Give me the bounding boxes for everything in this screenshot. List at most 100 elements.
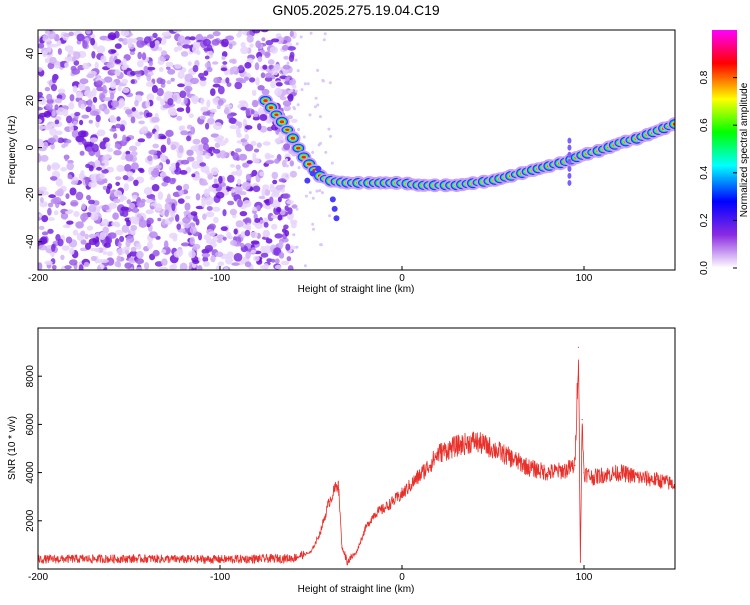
noise-speckle bbox=[56, 39, 62, 47]
snr-data-point bbox=[577, 346, 580, 348]
noise-speckle bbox=[251, 89, 257, 97]
noise-speckle bbox=[205, 201, 211, 206]
noise-speckle bbox=[240, 42, 246, 48]
noise-speckle bbox=[318, 189, 322, 193]
noise-speckle bbox=[213, 122, 223, 131]
noise-speckle bbox=[80, 239, 87, 245]
noise-speckle bbox=[282, 193, 291, 199]
noise-speckle bbox=[151, 184, 160, 192]
noise-speckle bbox=[75, 221, 84, 229]
noise-speckle bbox=[200, 97, 205, 105]
noise-speckle bbox=[108, 202, 117, 209]
noise-speckle bbox=[260, 252, 269, 258]
colorbar-tick-label: 0.0 bbox=[699, 261, 710, 275]
noise-speckle bbox=[265, 238, 273, 244]
noise-speckle bbox=[178, 145, 184, 153]
snr-y-tick-label: 6000 bbox=[25, 413, 36, 436]
spectrogram-y-tick-label: 20 bbox=[25, 95, 36, 107]
noise-speckle bbox=[283, 105, 291, 112]
noise-speckle bbox=[129, 51, 135, 55]
noise-speckle bbox=[137, 138, 146, 143]
noise-speckle bbox=[186, 87, 191, 96]
noise-speckle bbox=[213, 77, 221, 84]
noise-speckle bbox=[88, 119, 94, 124]
noise-speckle bbox=[205, 211, 215, 218]
noise-speckle bbox=[274, 87, 283, 97]
noise-speckle bbox=[107, 183, 113, 190]
noise-speckle bbox=[61, 143, 66, 149]
snr-data-point bbox=[656, 479, 658, 481]
noise-speckle bbox=[146, 217, 154, 225]
noise-speckle bbox=[42, 141, 49, 149]
noise-speckle bbox=[86, 73, 95, 79]
noise-speckle bbox=[148, 60, 153, 67]
noise-speckle bbox=[102, 137, 110, 143]
noise-speckle bbox=[260, 245, 265, 254]
ridge-mark bbox=[296, 146, 301, 150]
snr-data-point bbox=[110, 558, 112, 560]
noise-speckle bbox=[47, 62, 55, 70]
noise-speckle bbox=[49, 128, 57, 136]
noise-speckle bbox=[257, 56, 263, 63]
noise-speckle bbox=[68, 102, 75, 110]
noise-speckle bbox=[311, 196, 315, 200]
noise-speckle bbox=[242, 200, 252, 208]
noise-speckle bbox=[85, 146, 94, 152]
noise-speckle bbox=[297, 166, 301, 170]
noise-speckle bbox=[64, 45, 74, 52]
noise-speckle bbox=[233, 252, 243, 262]
snr-data-point bbox=[474, 440, 476, 442]
noise-speckle bbox=[296, 69, 300, 73]
noise-speckle bbox=[126, 219, 131, 227]
noise-speckle bbox=[136, 250, 144, 259]
noise-speckle bbox=[139, 111, 144, 116]
noise-speckle bbox=[70, 199, 79, 207]
noise-speckle bbox=[281, 260, 290, 266]
ridge-mark bbox=[333, 215, 340, 222]
noise-speckle bbox=[262, 141, 271, 146]
noise-speckle bbox=[207, 117, 215, 125]
noise-speckle bbox=[287, 265, 294, 270]
noise-speckle bbox=[95, 80, 103, 87]
noise-speckle bbox=[141, 52, 147, 61]
noise-speckle bbox=[266, 258, 273, 263]
noise-speckle bbox=[190, 95, 199, 102]
noise-speckle bbox=[244, 261, 252, 268]
noise-speckle bbox=[238, 30, 243, 36]
noise-speckle bbox=[114, 59, 121, 64]
spectrogram-x-label: Height of straight line (km) bbox=[298, 284, 415, 295]
spectrogram-x-tick-label: -200 bbox=[28, 273, 48, 284]
noise-speckle bbox=[287, 93, 294, 102]
noise-speckle bbox=[250, 240, 260, 245]
noise-speckle bbox=[49, 43, 58, 48]
colorbar-tick-label: 0.2 bbox=[699, 213, 710, 227]
noise-speckle bbox=[328, 81, 332, 85]
noise-speckle bbox=[89, 137, 99, 143]
noise-speckle bbox=[180, 51, 189, 57]
snr-data-point bbox=[365, 527, 367, 529]
noise-speckle bbox=[110, 49, 117, 54]
noise-speckle bbox=[240, 191, 247, 196]
noise-speckle bbox=[282, 159, 287, 168]
snr-x-tick-label: -200 bbox=[28, 572, 48, 583]
noise-speckle bbox=[297, 128, 301, 131]
noise-speckle bbox=[136, 36, 144, 41]
noise-speckle bbox=[145, 100, 150, 109]
noise-speckle bbox=[82, 62, 90, 70]
noise-speckle bbox=[205, 170, 211, 176]
noise-speckle bbox=[113, 190, 123, 198]
noise-speckle bbox=[40, 154, 49, 162]
spectrogram-y-label: Frequency (Hz) bbox=[7, 116, 18, 185]
noise-speckle bbox=[113, 198, 121, 204]
noise-speckle bbox=[151, 85, 158, 93]
noise-speckle bbox=[265, 40, 274, 46]
noise-speckle bbox=[216, 104, 221, 110]
noise-speckle bbox=[249, 43, 254, 48]
noise-speckle bbox=[239, 211, 248, 217]
noise-speckle bbox=[151, 116, 160, 123]
noise-speckle bbox=[107, 147, 114, 153]
noise-speckle bbox=[184, 202, 191, 211]
snr-data-point bbox=[574, 464, 576, 466]
noise-speckle bbox=[199, 162, 207, 167]
noise-speckle bbox=[131, 194, 138, 200]
